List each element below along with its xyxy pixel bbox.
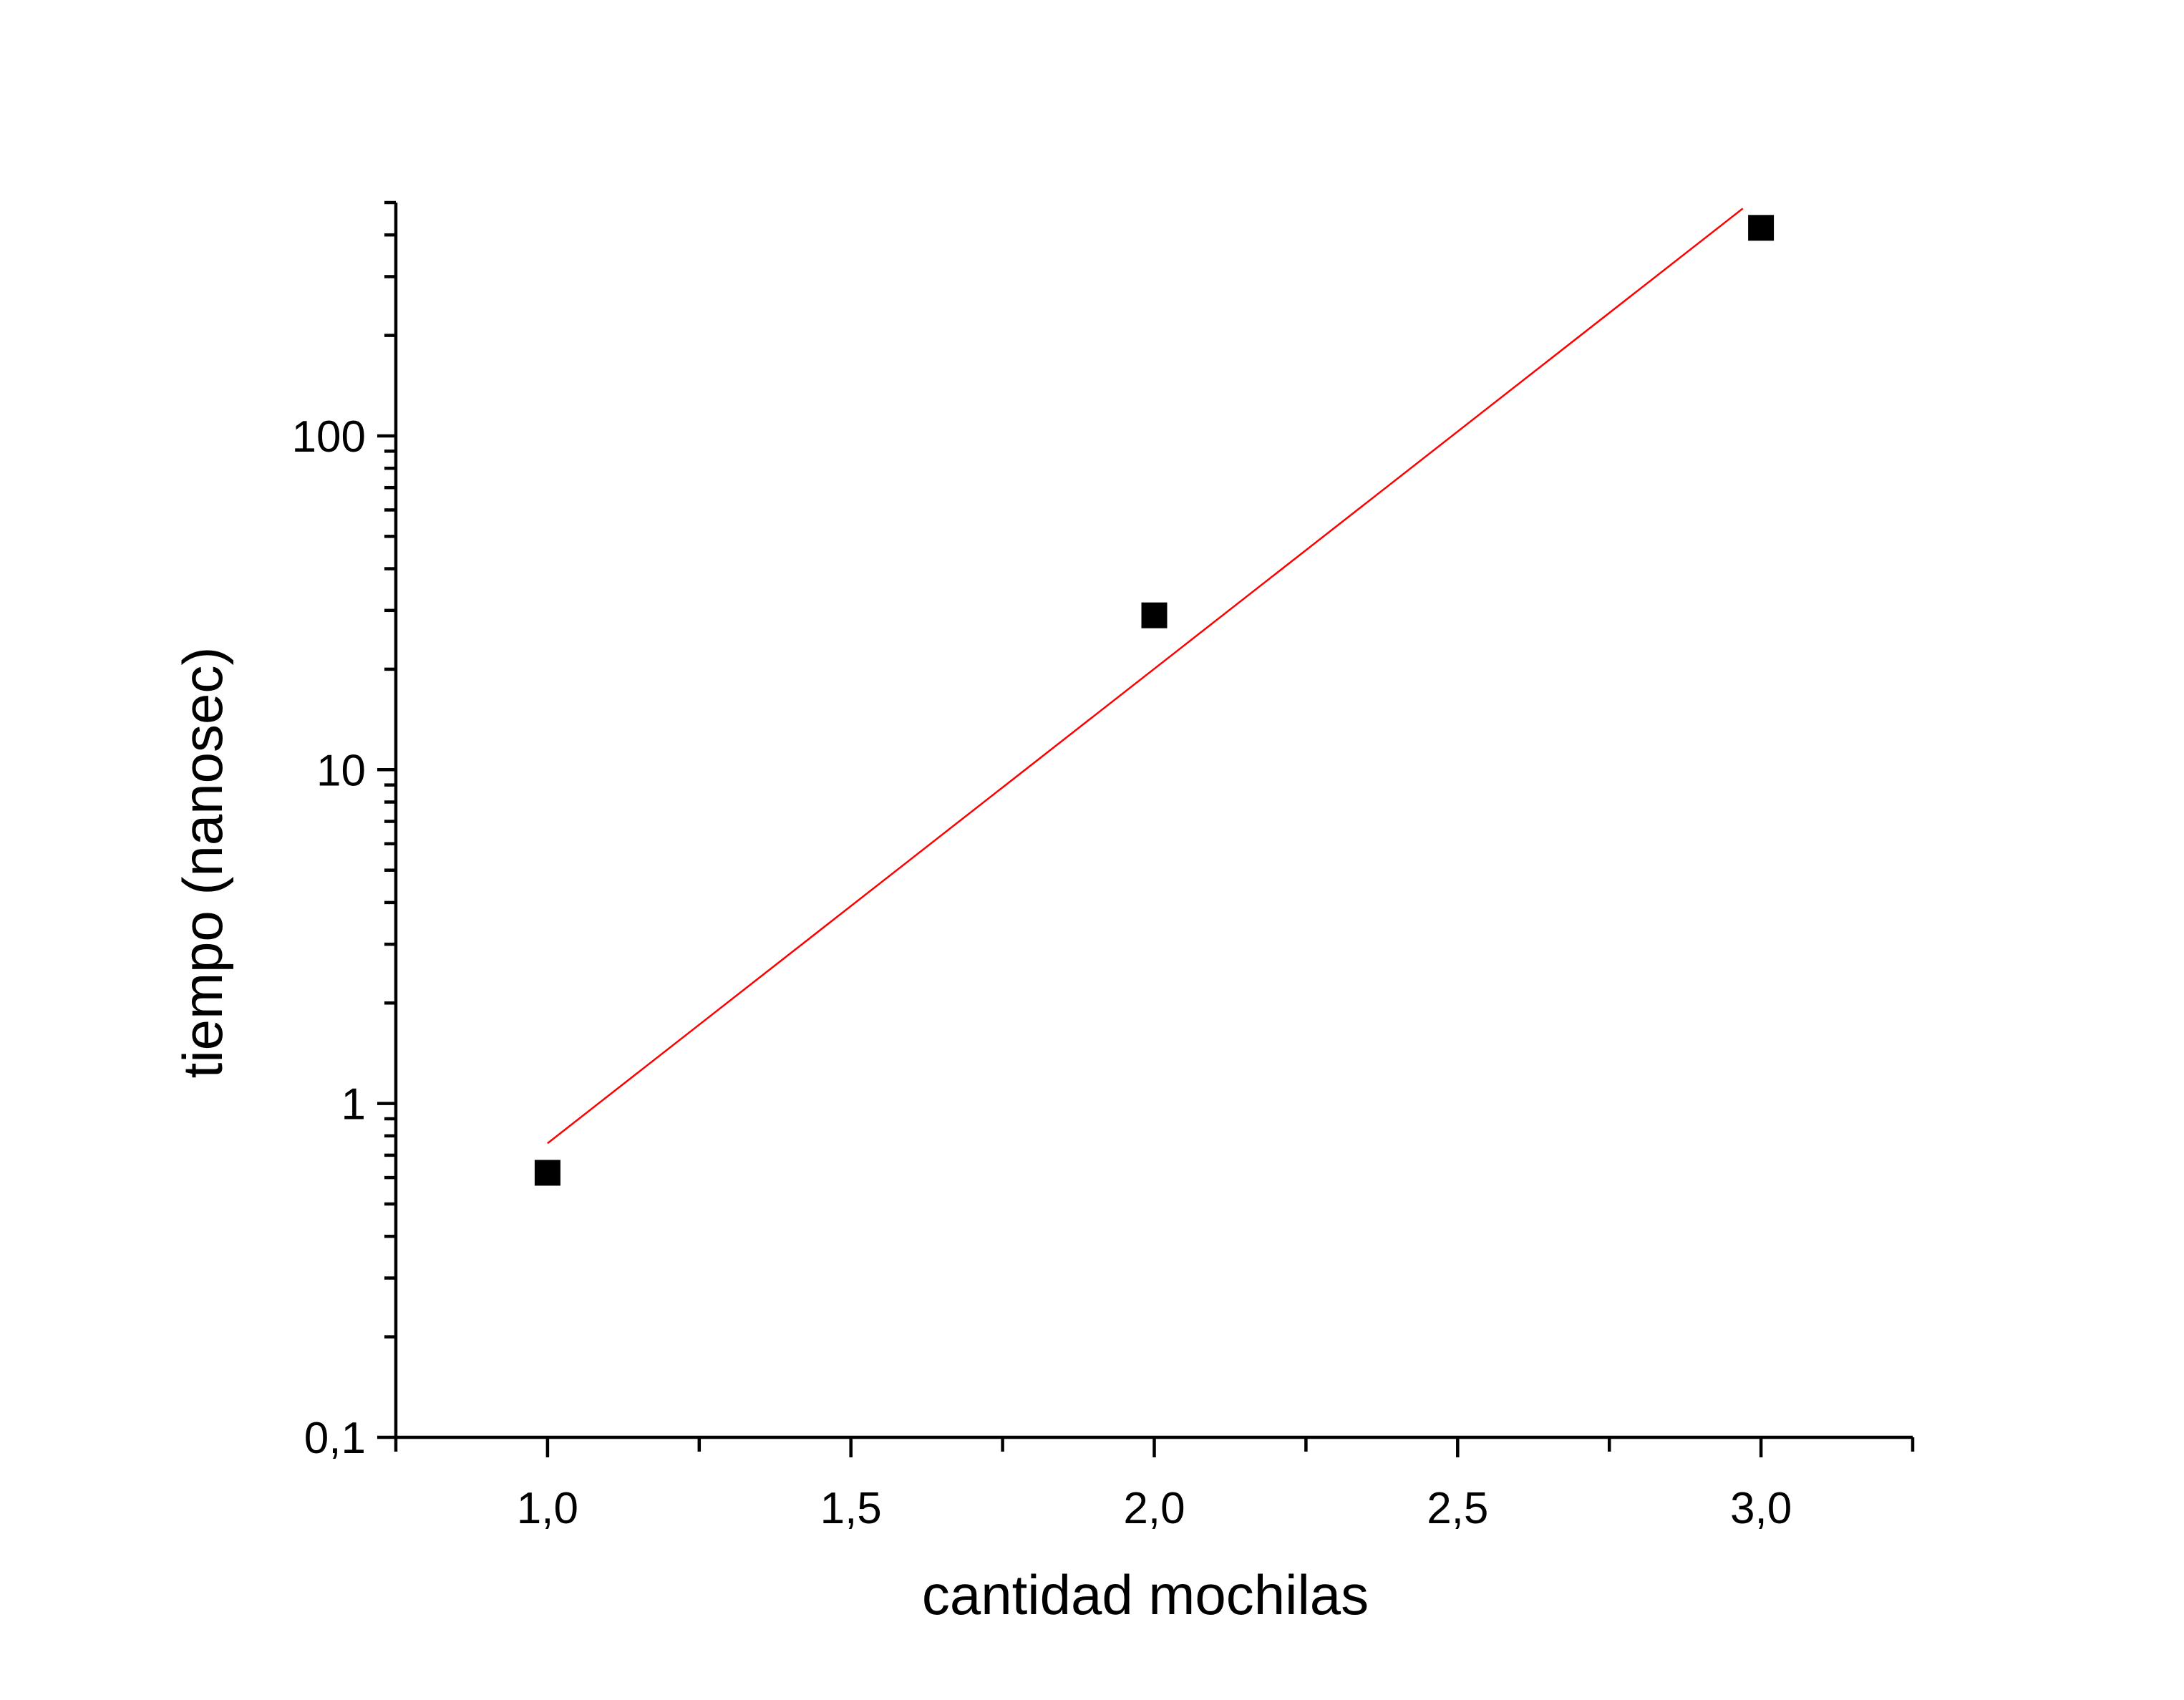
x-tick-label: 2,5 bbox=[1427, 1484, 1488, 1533]
x-tick-label: 2,0 bbox=[1123, 1484, 1185, 1533]
axes bbox=[394, 203, 1913, 1439]
series bbox=[534, 208, 1775, 1186]
ticks bbox=[377, 200, 1915, 1457]
data-point bbox=[534, 1160, 560, 1186]
tick-labels: 1,0 1,5 2,0 2,5 3,0 0,1 1 10 100 bbox=[292, 412, 1792, 1533]
y-tick-label: 0,1 bbox=[304, 1414, 366, 1463]
data-point bbox=[1141, 602, 1168, 628]
data-point bbox=[1748, 215, 1775, 241]
y-tick-label: 100 bbox=[292, 412, 366, 462]
x-tick-label: 3,0 bbox=[1730, 1484, 1792, 1533]
y-tick-label: 10 bbox=[316, 746, 366, 795]
x-tick-label: 1,5 bbox=[820, 1484, 882, 1533]
y-axis-label: tiempo (nanosec) bbox=[171, 647, 234, 1079]
x-axis-label: cantidad mochilas bbox=[922, 1563, 1369, 1626]
y-tick-label: 1 bbox=[341, 1080, 366, 1130]
x-tick-label: 1,0 bbox=[517, 1484, 578, 1533]
fit-line bbox=[547, 208, 1744, 1145]
